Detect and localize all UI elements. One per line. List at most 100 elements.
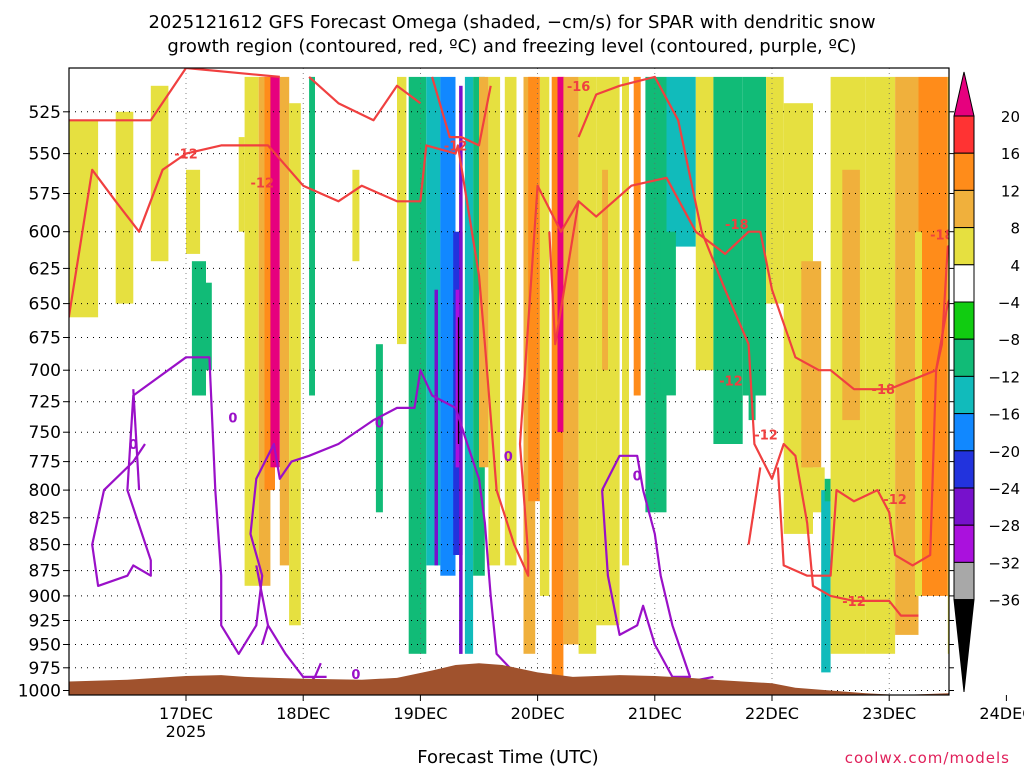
omega-band bbox=[270, 76, 280, 468]
x-tick-label: 24DEC bbox=[979, 704, 1024, 723]
colorbar-label: 12 bbox=[1001, 182, 1020, 200]
y-tick-label: 625 bbox=[29, 259, 61, 279]
y-tick-label: 925 bbox=[29, 612, 61, 632]
omega-band bbox=[264, 76, 275, 491]
omega-band bbox=[473, 76, 485, 576]
omega-band bbox=[742, 76, 767, 396]
surface-terrain-layer bbox=[69, 663, 949, 695]
y-tick-label: 725 bbox=[29, 393, 61, 413]
red-contour-label: -16 bbox=[567, 80, 591, 95]
omega-band bbox=[197, 282, 212, 371]
red-contour-label: -12 bbox=[250, 177, 274, 192]
colorbar-label: −24 bbox=[988, 480, 1020, 498]
y-tick-label: 675 bbox=[29, 329, 61, 349]
freezing-level-contour-line bbox=[601, 454, 692, 679]
red-contour-label: -12 bbox=[754, 429, 778, 444]
colorbar-label: −12 bbox=[988, 368, 1020, 386]
omega-band bbox=[352, 169, 360, 262]
omega-band bbox=[504, 76, 517, 566]
omega-band bbox=[289, 103, 301, 626]
y-axis: 525 550 575 600 625 650 675 700 725 750 775 800 825 8… bbox=[18, 103, 954, 702]
purple-contour-label: 0 bbox=[504, 450, 513, 465]
colorbar: 20 16 12 8 4 −4 −8 −12 −16 −20 −24 −28 −32 −36 bbox=[953, 71, 1020, 693]
y-tick-label: 575 bbox=[29, 185, 61, 205]
credit-text: coolwx.com/models bbox=[845, 749, 1010, 767]
omega-band bbox=[434, 289, 438, 566]
y-tick-label: 875 bbox=[29, 562, 61, 582]
colorbar-segment bbox=[953, 338, 975, 377]
omega-band bbox=[645, 76, 667, 513]
chart-title-line-2: growth region (contoured, red, ºC) and f… bbox=[167, 36, 856, 57]
red-contour-label: -18 bbox=[930, 229, 954, 244]
colorbar-segment bbox=[953, 152, 975, 191]
colorbar-bottom-arrow bbox=[953, 599, 975, 693]
colorbar-segment bbox=[953, 413, 975, 452]
omega-band bbox=[488, 76, 501, 566]
colorbar-label: 8 bbox=[1010, 220, 1020, 238]
omega-band bbox=[150, 85, 169, 262]
y-tick-label: 750 bbox=[29, 423, 61, 443]
colorbar-segment bbox=[953, 264, 975, 303]
omega-band bbox=[695, 76, 714, 371]
x-tick-label: 20DEC bbox=[511, 704, 565, 723]
plot-frame bbox=[68, 67, 950, 696]
omega-shading-layer bbox=[69, 76, 1007, 682]
dendritic-contour-line bbox=[308, 76, 422, 122]
purple-contour-label: 0 bbox=[228, 412, 237, 427]
y-tick-label: 600 bbox=[29, 223, 61, 243]
red-contour-label: -12 bbox=[444, 139, 468, 154]
y-tick-label: 850 bbox=[29, 536, 61, 556]
colorbar-label: −4 bbox=[998, 294, 1020, 312]
omega-band bbox=[539, 76, 550, 596]
omega-band bbox=[766, 76, 784, 304]
omega-band bbox=[244, 76, 259, 586]
omega-band bbox=[865, 76, 896, 654]
dendritic-contour-line bbox=[69, 144, 949, 577]
y-tick-label: 900 bbox=[29, 587, 61, 607]
colorbar-label: −28 bbox=[988, 517, 1020, 535]
x-axis-title: Forecast Time (UTC) bbox=[417, 747, 598, 768]
omega-band bbox=[666, 76, 696, 247]
dendritic-contour-line bbox=[69, 68, 280, 122]
y-tick-label: 700 bbox=[29, 361, 61, 381]
omega-band bbox=[563, 76, 579, 645]
purple-contour-label: 0 bbox=[375, 417, 384, 432]
omega-band bbox=[1001, 77, 1007, 444]
colorbar-segment bbox=[953, 189, 975, 229]
omega-band bbox=[528, 76, 540, 502]
omega-band bbox=[1004, 77, 1006, 137]
omega-band bbox=[801, 261, 822, 468]
red-contour-label: -12 bbox=[883, 493, 907, 508]
omega-band bbox=[660, 231, 676, 396]
omega-band bbox=[397, 76, 407, 345]
freezing-level-contour-line bbox=[91, 356, 515, 674]
omega-band bbox=[915, 231, 922, 596]
omega-band bbox=[713, 76, 743, 445]
red-contour-label: -18 bbox=[872, 383, 896, 398]
colorbar-label: −32 bbox=[988, 554, 1020, 572]
omega-band bbox=[578, 76, 597, 654]
freezing-level-contour-layer bbox=[91, 356, 714, 692]
colorbar-segment bbox=[953, 487, 975, 526]
omega-band bbox=[895, 76, 919, 635]
colorbar-label: −20 bbox=[988, 443, 1020, 461]
omega-band bbox=[459, 85, 463, 654]
red-contour-label: -12 bbox=[174, 148, 198, 163]
colorbar-top-arrow bbox=[953, 71, 975, 117]
purple-contour-label: 0 bbox=[129, 438, 138, 453]
omega-band bbox=[842, 169, 860, 421]
omega-band bbox=[813, 467, 825, 513]
purple-contour-label: 0 bbox=[351, 668, 360, 683]
y-tick-label: 525 bbox=[29, 103, 61, 123]
omega-band bbox=[824, 478, 831, 502]
y-tick-label: 800 bbox=[29, 481, 61, 501]
colorbar-label: 20 bbox=[1001, 108, 1020, 126]
colorbar-label: −8 bbox=[998, 331, 1020, 349]
y-tick-label: 650 bbox=[29, 295, 61, 315]
omega-band bbox=[633, 76, 641, 396]
colorbar-segment bbox=[953, 375, 975, 415]
x-tick-label: 22DEC bbox=[745, 704, 799, 723]
